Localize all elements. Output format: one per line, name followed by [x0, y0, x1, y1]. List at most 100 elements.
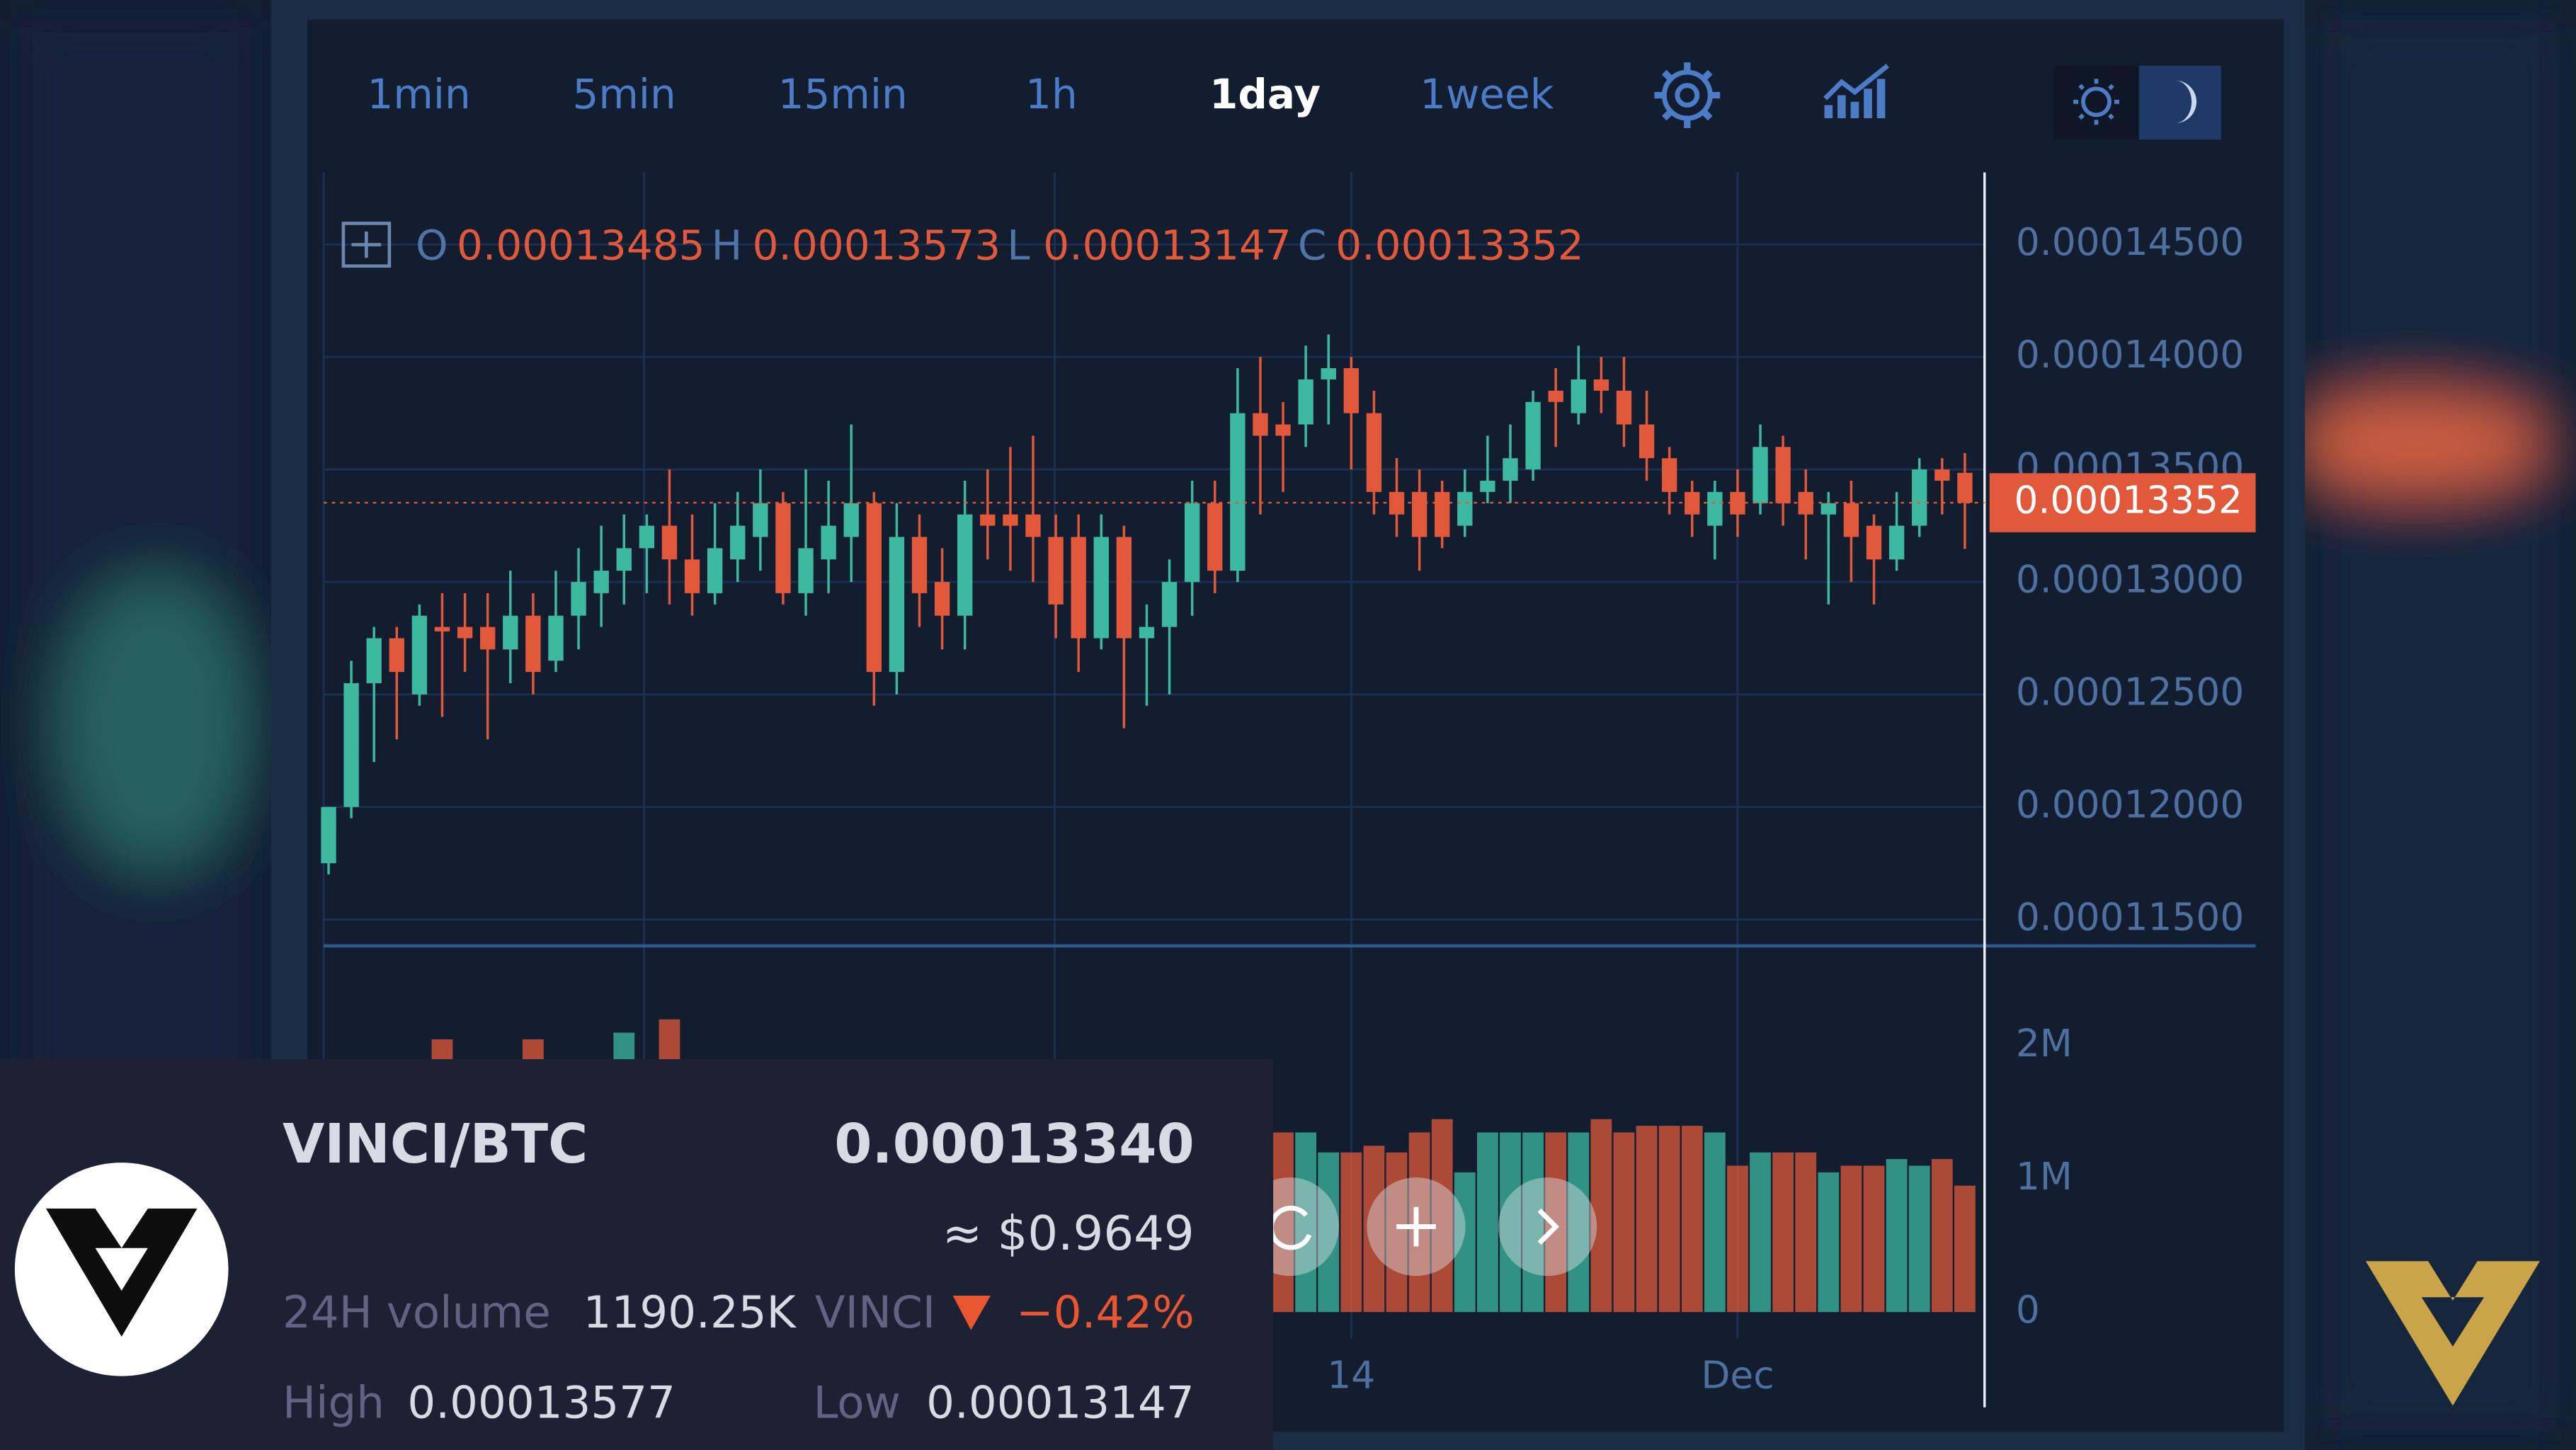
candle-body [1503, 458, 1518, 481]
volume-bar [1704, 1132, 1726, 1313]
indicators-icon[interactable] [1823, 64, 1890, 118]
candle-body [1798, 491, 1813, 515]
y-tick-label: 0.00011500 [2016, 894, 2244, 939]
candle-body [639, 525, 655, 549]
high: 0.00013577 [407, 1376, 676, 1428]
candle-body [1184, 503, 1200, 582]
y-tick-label: 0.00014500 [2016, 219, 2244, 264]
low-value: 0.00013147 [1043, 221, 1292, 269]
volume-bar [1795, 1152, 1817, 1313]
candle-body [1321, 368, 1336, 379]
y2-tick-label: 1M [2016, 1154, 2073, 1199]
dark-theme-button[interactable] [2138, 65, 2221, 140]
last-price-tag [1989, 473, 2256, 532]
volume-bar [1908, 1165, 1930, 1313]
candle-body [593, 571, 609, 593]
candle-body [1071, 537, 1086, 639]
candle-body [1639, 424, 1655, 459]
volume-bar [1636, 1126, 1658, 1313]
interval-tab[interactable]: 1day [1209, 70, 1321, 118]
volume-unit: VINCI [815, 1286, 935, 1338]
candle-body [1525, 401, 1541, 470]
volume-bar [1454, 1172, 1476, 1313]
candle-body [321, 806, 336, 864]
candle-body [1957, 472, 1973, 503]
candle-body [1685, 491, 1700, 515]
low-label: L [1007, 221, 1030, 269]
volume-bar [1431, 1119, 1453, 1313]
x-tick-label: Dec [1701, 1353, 1774, 1398]
interval-tab[interactable]: 5min [573, 70, 676, 118]
candle-body [1457, 491, 1473, 526]
close-value: 0.00013352 [1335, 221, 1584, 269]
volume-bar [1363, 1146, 1385, 1313]
interval-tab[interactable]: 1h [1025, 70, 1078, 118]
candle-body [1571, 379, 1586, 413]
next-button[interactable] [1498, 1177, 1597, 1277]
y-tick-label: 0.00014000 [2016, 332, 2244, 377]
candle-body [730, 525, 746, 560]
candle-body [775, 503, 791, 593]
candle-body [798, 548, 814, 593]
y2-tick-label: 2M [2016, 1021, 2073, 1066]
volume-bar [1750, 1152, 1771, 1313]
interval-tab[interactable]: 15min [778, 70, 908, 118]
candle-body [503, 615, 518, 650]
candle-body [571, 581, 586, 616]
y-tick-label: 0.00013000 [2016, 557, 2244, 602]
candle-body [753, 503, 768, 537]
settings-icon[interactable] [1654, 62, 1721, 128]
volume-bar [1613, 1132, 1635, 1313]
volume-bar [1931, 1159, 1953, 1313]
volume-bar [1681, 1126, 1703, 1313]
volume-bar [1500, 1132, 1521, 1313]
volume-bar [1522, 1132, 1544, 1313]
candle-body [1343, 368, 1359, 413]
ohlc-header: O 0.00013485 H 0.00013573 L 0.00013147 C… [341, 221, 1584, 269]
candle-body [1366, 413, 1382, 492]
y-tick-label: 0.00012500 [2016, 670, 2244, 714]
volume-bar [1658, 1126, 1680, 1313]
candle-body [480, 627, 496, 650]
open-value: 0.00013485 [457, 221, 705, 269]
interval-tab[interactable]: 1week [1420, 70, 1554, 118]
candle-body [1116, 537, 1132, 639]
plus [351, 232, 382, 258]
volume-bar [1840, 1165, 1862, 1313]
candle-body [389, 638, 404, 673]
low-label: Low [813, 1376, 900, 1428]
candle-body [1048, 537, 1064, 605]
volume-bar [1818, 1172, 1840, 1313]
gear-hub [1675, 83, 1700, 108]
crosshair-toggle[interactable] [341, 222, 392, 268]
brand-logo [2366, 1261, 2540, 1406]
volume-bar [1886, 1159, 1908, 1313]
high-value: 0.00013573 [753, 221, 1001, 269]
candle-body [1298, 379, 1313, 425]
candle-body [1230, 413, 1246, 571]
volume: 1190.25K [583, 1286, 797, 1338]
candle-body [1912, 469, 1927, 526]
ticker-panel: VINCI/BTC 0.00013340 ≈ $0.9649 24H volum… [0, 1058, 1274, 1450]
candle-body [957, 514, 973, 616]
logo-circle [14, 1163, 229, 1376]
candle-body [1934, 469, 1950, 481]
candle-body [1161, 581, 1178, 627]
volume-bar [1727, 1165, 1748, 1313]
volume-bar [1386, 1152, 1408, 1313]
candle-body [866, 503, 882, 673]
interval-tab[interactable]: 1min [367, 70, 471, 118]
indicator-line [1823, 64, 1890, 101]
volume-bar [1568, 1132, 1590, 1313]
candle-body [934, 581, 950, 616]
candle-body [911, 537, 928, 593]
candles [321, 334, 1973, 875]
candle-body [1389, 491, 1405, 515]
low: 0.00013147 [926, 1376, 1195, 1428]
y2-tick-label: 0 [2016, 1287, 2040, 1332]
candle-body [1820, 503, 1837, 515]
light-theme-button[interactable] [2053, 65, 2139, 140]
candle-body [411, 615, 428, 695]
candle-body [1275, 424, 1291, 436]
